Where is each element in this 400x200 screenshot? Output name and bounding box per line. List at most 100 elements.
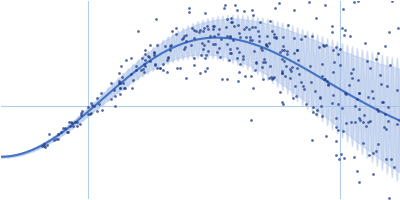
Point <box>384 105 391 109</box>
Point <box>342 92 349 95</box>
Point <box>316 46 322 49</box>
Point <box>288 70 294 73</box>
Point <box>346 83 352 86</box>
Point <box>67 125 73 128</box>
Point <box>264 35 270 38</box>
Point <box>322 78 328 81</box>
Point <box>264 44 270 47</box>
Point <box>215 47 222 50</box>
Point <box>165 56 171 60</box>
Point <box>210 28 216 31</box>
Point <box>91 104 97 107</box>
Point <box>352 104 359 107</box>
Point <box>259 66 265 69</box>
Point <box>54 132 61 135</box>
Point <box>154 66 160 69</box>
Point <box>356 91 362 94</box>
Point <box>204 24 210 27</box>
Point <box>201 26 208 30</box>
Point <box>309 34 315 37</box>
Point <box>292 95 299 98</box>
Point <box>396 119 400 122</box>
Point <box>72 121 79 124</box>
Point <box>377 73 384 76</box>
Point <box>207 34 214 37</box>
Point <box>237 62 243 65</box>
Point <box>271 32 278 35</box>
Point <box>215 32 222 35</box>
Point <box>229 20 235 23</box>
Point <box>246 27 252 30</box>
Point <box>74 120 80 124</box>
Point <box>279 72 285 75</box>
Point <box>228 51 234 54</box>
Point <box>65 130 71 133</box>
Point <box>216 28 223 31</box>
Point <box>382 157 389 161</box>
Point <box>333 154 339 157</box>
Point <box>176 66 183 69</box>
Point <box>217 55 223 58</box>
Point <box>279 100 285 103</box>
Point <box>248 74 254 77</box>
Point <box>279 36 286 39</box>
Point <box>205 49 212 53</box>
Point <box>94 109 100 112</box>
Point <box>272 6 278 9</box>
Point <box>108 97 114 101</box>
Point <box>383 84 390 88</box>
Point <box>234 80 241 83</box>
Point <box>370 96 376 99</box>
Point <box>266 76 272 79</box>
Point <box>333 116 339 119</box>
Point <box>338 153 344 156</box>
Point <box>249 25 255 29</box>
Point <box>116 82 122 85</box>
Point <box>185 10 192 13</box>
Point <box>300 88 307 91</box>
Point <box>84 106 91 109</box>
Point <box>252 61 259 64</box>
Point <box>328 31 335 34</box>
Point <box>182 76 189 79</box>
Point <box>202 11 208 14</box>
Point <box>296 73 302 76</box>
Point <box>386 31 392 34</box>
Point <box>332 125 339 129</box>
Point <box>150 50 157 53</box>
Point <box>76 122 83 126</box>
Point <box>340 7 346 10</box>
Point <box>375 142 381 145</box>
Point <box>352 120 358 123</box>
Point <box>328 101 335 104</box>
Point <box>279 49 285 52</box>
Point <box>41 142 48 145</box>
Point <box>134 30 141 33</box>
Point <box>164 70 170 73</box>
Point <box>356 180 362 183</box>
Point <box>191 64 198 67</box>
Point <box>284 23 291 26</box>
Point <box>112 94 118 97</box>
Point <box>350 68 356 71</box>
Point <box>330 94 336 97</box>
Point <box>239 54 246 58</box>
Point <box>247 38 253 42</box>
Point <box>266 41 272 44</box>
Point <box>205 40 211 43</box>
Point <box>164 59 170 62</box>
Point <box>169 29 176 32</box>
Point <box>320 43 326 47</box>
Point <box>73 125 80 128</box>
Point <box>180 48 187 51</box>
Point <box>294 49 301 52</box>
Point <box>386 196 392 199</box>
Point <box>360 120 366 123</box>
Point <box>283 49 290 52</box>
Point <box>370 172 376 175</box>
Point <box>204 66 211 69</box>
Point <box>132 68 139 72</box>
Point <box>306 1 312 4</box>
Point <box>309 138 315 142</box>
Point <box>335 128 341 131</box>
